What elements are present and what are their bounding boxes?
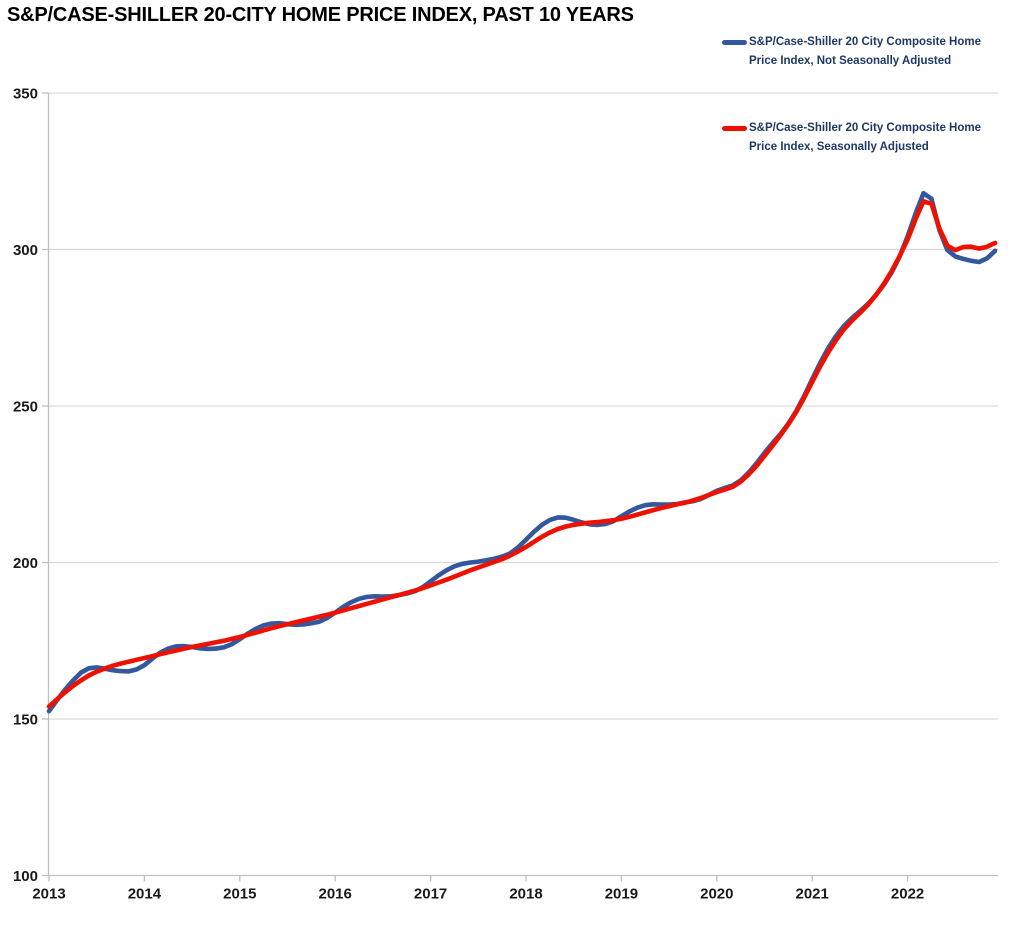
x-axis-label: 2016 bbox=[319, 886, 352, 903]
legend-line-marker-nsa bbox=[722, 40, 747, 45]
y-axis-label: 150 bbox=[13, 712, 38, 729]
x-axis-label: 2018 bbox=[509, 886, 542, 903]
x-axis-label: 2017 bbox=[414, 886, 447, 903]
x-axis-label: 2019 bbox=[605, 886, 638, 903]
legend-label-sa: S&P/Case-Shiller 20 City Composite Home P… bbox=[749, 122, 981, 153]
legend-line-marker-sa bbox=[722, 126, 747, 131]
x-axis-label: 2013 bbox=[32, 886, 65, 903]
x-axis-label: 2014 bbox=[128, 886, 162, 903]
x-axis-label: 2021 bbox=[796, 886, 829, 903]
x-axis-label: 2015 bbox=[223, 886, 256, 903]
chart-title: S&P/CASE-SHILLER 20-CITY HOME PRICE INDE… bbox=[7, 4, 634, 26]
series-sa-line bbox=[46, 199, 998, 709]
y-axis-label: 250 bbox=[13, 399, 38, 416]
series-nsa-line bbox=[46, 190, 998, 714]
legend-label-nsa: S&P/Case-Shiller 20 City Composite Home P… bbox=[749, 36, 981, 67]
y-axis-label: 300 bbox=[13, 242, 38, 259]
y-axis-label: 350 bbox=[13, 86, 38, 103]
legend-item-sa: S&P/Case-Shiller 20 City Composite Home P… bbox=[722, 119, 981, 157]
x-axis-label: 2022 bbox=[891, 886, 924, 903]
y-axis-label: 100 bbox=[13, 868, 38, 885]
x-axis-label: 2020 bbox=[700, 886, 733, 903]
legend-item-nsa: S&P/Case-Shiller 20 City Composite Home P… bbox=[722, 33, 981, 71]
y-axis-label: 200 bbox=[13, 555, 38, 572]
